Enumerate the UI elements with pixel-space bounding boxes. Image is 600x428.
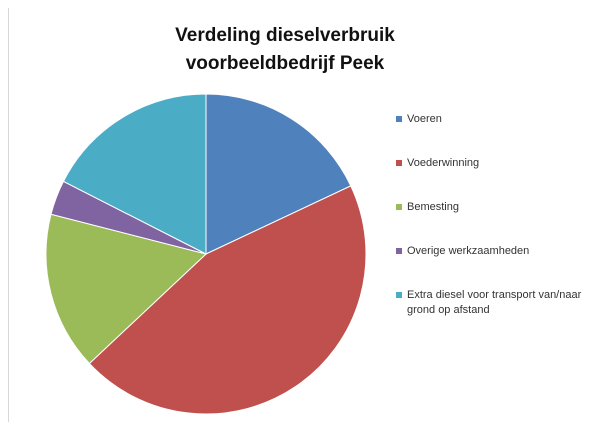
legend-item-voeren: Voeren: [396, 112, 600, 127]
legend-label-transport: Extra diesel voor transport van/naar gro…: [407, 289, 582, 316]
pie-slice-transport: [62, 93, 207, 255]
legend-label-bemesting: Bemesting: [407, 201, 459, 213]
chart-title-line-1: Verdeling dieselverbruik: [175, 25, 395, 46]
legend-label-voeren: Voeren: [407, 113, 442, 125]
pie-slice-voeren: [205, 93, 352, 255]
pie-slice-voederwinning: [88, 185, 367, 415]
legend: Voeren Voederwinning Bemesting Overige w…: [396, 112, 600, 347]
chart-title: Verdeling dieselverbruik voorbeeldbedrij…: [130, 22, 440, 78]
chart-title-line-2: voorbeeldbedrijf Peek: [185, 53, 385, 74]
legend-item-transport: Extra diesel voor transport van/naar gro…: [396, 288, 600, 318]
legend-label-overige: Overige werkzaamheden: [407, 245, 530, 257]
legend-item-bemesting: Bemesting: [396, 200, 600, 215]
legend-label-voederwinning: Voederwinning: [407, 157, 480, 169]
legend-swatch-bemesting: [396, 204, 402, 210]
legend-item-overige: Overige werkzaamheden: [396, 244, 600, 259]
pie-slice-bemesting: [45, 213, 208, 365]
legend-swatch-transport: [396, 292, 402, 298]
legend-swatch-overige: [396, 248, 402, 254]
legend-swatch-voederwinning: [396, 160, 402, 166]
chart-area: [8, 8, 594, 422]
legend-swatch-voeren: [396, 116, 402, 122]
legend-item-voederwinning: Voederwinning: [396, 156, 600, 171]
